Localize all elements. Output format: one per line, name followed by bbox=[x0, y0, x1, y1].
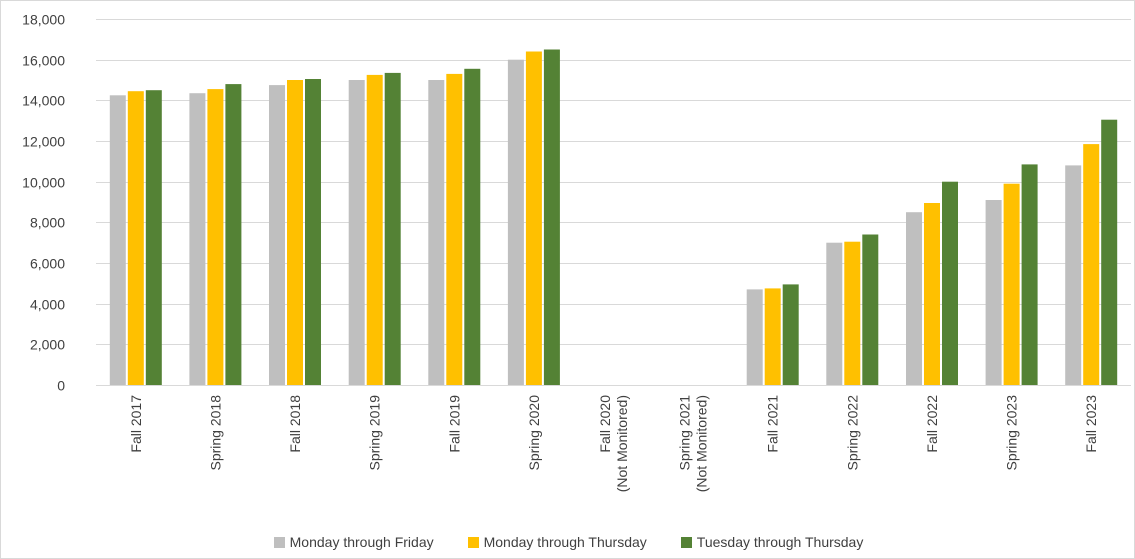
x-tick-label: Fall 2021 bbox=[765, 395, 781, 453]
y-tick-label: 16,000 bbox=[22, 53, 65, 69]
y-tick-label: 0 bbox=[57, 378, 65, 394]
y-tick-label: 8,000 bbox=[30, 215, 65, 231]
x-tick-label: Spring 2018 bbox=[207, 395, 223, 471]
bar-3-3 bbox=[305, 79, 321, 385]
legend: Monday through Friday Monday through Thur… bbox=[1, 534, 1135, 550]
bar-3-2 bbox=[225, 84, 242, 385]
bar-3-9 bbox=[782, 284, 799, 385]
y-tick-label: 18,000 bbox=[22, 12, 65, 28]
bar-1-1 bbox=[109, 95, 126, 386]
x-tick-label-line: Spring 2018 bbox=[207, 395, 223, 471]
legend-item: Monday through Thursday bbox=[467, 534, 647, 550]
legend-label: Monday through Thursday bbox=[483, 534, 647, 550]
legend-label: Tuesday through Thursday bbox=[696, 534, 864, 550]
bar-3-12 bbox=[1021, 164, 1038, 385]
x-tick-label: Fall 2022 bbox=[924, 395, 940, 453]
bar-2-12 bbox=[1003, 183, 1020, 385]
bar-2-13 bbox=[1083, 144, 1100, 385]
legend-swatch bbox=[680, 536, 692, 548]
x-tick-label-line: Spring 2019 bbox=[367, 395, 383, 471]
x-tick-label-line: Fall 2021 bbox=[765, 395, 781, 453]
y-tick-label: 12,000 bbox=[22, 134, 65, 150]
bars bbox=[109, 49, 1118, 386]
y-tick-label: 6,000 bbox=[30, 256, 65, 272]
x-tick-label-line: Spring 2023 bbox=[1004, 395, 1020, 471]
bar-1-11 bbox=[906, 212, 922, 385]
x-tick-label: Spring 2021 (Not Monitored) bbox=[677, 395, 710, 492]
x-tick-label-line: Fall 2019 bbox=[446, 395, 462, 453]
bar-1-12 bbox=[985, 200, 1002, 385]
x-tick-label-line: Fall 2020 bbox=[597, 395, 613, 453]
bar-1-13 bbox=[1065, 165, 1082, 385]
bar-3-13 bbox=[1101, 119, 1118, 385]
legend-swatch bbox=[467, 536, 479, 548]
bar-3-6 bbox=[543, 49, 560, 385]
x-tick-label: Spring 2022 bbox=[844, 395, 860, 471]
x-tick-label: Fall 2018 bbox=[287, 395, 303, 453]
y-tick-label: 2,000 bbox=[30, 337, 65, 353]
x-tick-label-line: Spring 2022 bbox=[844, 395, 860, 471]
bar-2-11 bbox=[924, 203, 940, 385]
gridlines bbox=[96, 19, 1131, 345]
bar-1-2 bbox=[189, 93, 206, 385]
x-tick-label-line: Fall 2023 bbox=[1083, 395, 1099, 453]
y-axis-ticks: 0 2,000 4,000 6,000 8,000 10,000 12,000 14,000 1… bbox=[22, 12, 65, 394]
x-tick-label: Fall 2017 bbox=[128, 395, 144, 453]
bar-1-3 bbox=[269, 85, 285, 385]
bar-2-3 bbox=[287, 80, 303, 385]
bar-2-5 bbox=[446, 73, 463, 386]
bar-1-5 bbox=[428, 80, 445, 385]
x-tick-label-line: Spring 2021 bbox=[677, 395, 693, 471]
y-tick-label: 14,000 bbox=[22, 93, 65, 109]
x-tick-label: Spring 2019 bbox=[367, 395, 383, 471]
bar-1-9 bbox=[746, 289, 763, 385]
legend-item: Tuesday through Thursday bbox=[680, 534, 864, 550]
x-tick-label: Fall 2023 bbox=[1083, 395, 1099, 453]
legend-item: Monday through Friday bbox=[273, 534, 434, 550]
bar-2-4 bbox=[366, 74, 383, 386]
legend-swatch bbox=[273, 536, 285, 548]
bar-1-6 bbox=[507, 59, 524, 385]
x-tick-label: Spring 2023 bbox=[1004, 395, 1020, 471]
bar-3-4 bbox=[384, 72, 401, 386]
bar-chart: 0 2,000 4,000 6,000 8,000 10,000 12,000 14,000 1… bbox=[22, 12, 1131, 492]
x-tick-label-line: (Not Monitored) bbox=[694, 395, 710, 492]
x-tick-label-line: Fall 2017 bbox=[128, 395, 144, 453]
bar-2-9 bbox=[764, 288, 781, 385]
bar-3-1 bbox=[145, 90, 162, 385]
legend-label: Monday through Friday bbox=[289, 534, 434, 550]
x-axis-ticks: Fall 2017 Spring 2018 Fall 2018 Spring 2019… bbox=[128, 395, 1099, 492]
bar-2-10 bbox=[844, 241, 861, 385]
x-tick-label-line: (Not Monitored) bbox=[614, 395, 630, 492]
x-tick-label-line: Spring 2020 bbox=[526, 395, 542, 471]
bar-3-11 bbox=[942, 181, 958, 385]
bar-3-10 bbox=[862, 234, 879, 385]
bar-2-6 bbox=[525, 51, 542, 385]
x-tick-label-line: Fall 2018 bbox=[287, 395, 303, 453]
x-tick-label: Spring 2020 bbox=[526, 395, 542, 471]
x-tick-label: Fall 2020 (Not Monitored) bbox=[597, 395, 630, 492]
bar-1-10 bbox=[826, 242, 843, 385]
y-tick-label: 4,000 bbox=[30, 297, 65, 313]
y-tick-label: 10,000 bbox=[22, 175, 65, 191]
bar-1-4 bbox=[348, 80, 365, 385]
bar-3-5 bbox=[464, 68, 481, 386]
x-tick-label-line: Fall 2022 bbox=[924, 395, 940, 453]
x-tick-label: Fall 2019 bbox=[446, 395, 462, 453]
bar-2-2 bbox=[207, 89, 224, 385]
bar-2-1 bbox=[127, 91, 144, 385]
